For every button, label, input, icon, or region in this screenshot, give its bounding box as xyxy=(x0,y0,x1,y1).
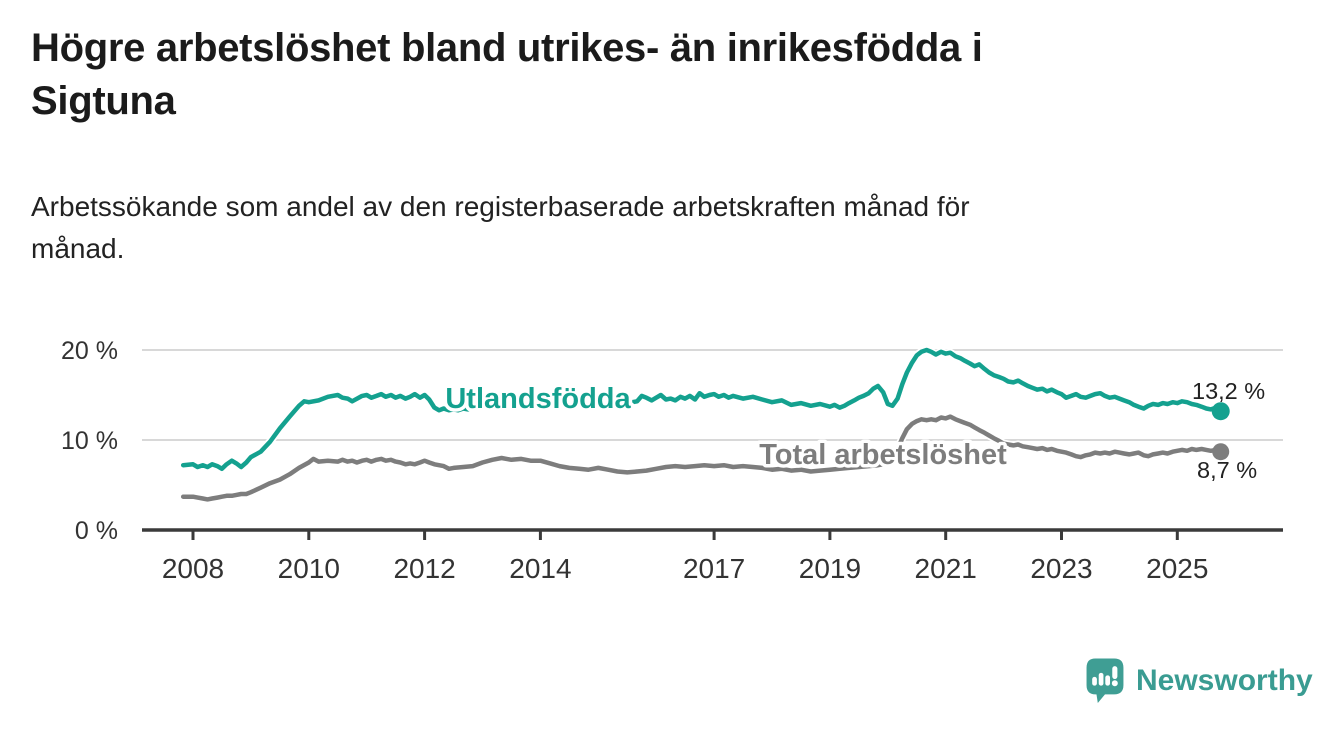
y-tick-label-20pct: 20 % xyxy=(61,337,118,365)
x-tick-label-2014: 2014 xyxy=(509,553,571,584)
page-subtitle: Arbetssökande som andel av den registerb… xyxy=(31,186,1301,270)
end-value-label-total: 8,7 % xyxy=(1197,457,1257,483)
total-end-dot xyxy=(1212,443,1230,461)
x-tick-label-2012: 2012 xyxy=(393,553,455,584)
x-tick-label-2010: 2010 xyxy=(278,553,340,584)
y-tick-label-10pct: 10 % xyxy=(61,427,118,455)
exclamation-bar xyxy=(1112,666,1118,679)
end-value-label-utlandsfodda: 13,2 % xyxy=(1192,378,1265,404)
x-tick-label-2025: 2025 xyxy=(1146,553,1208,584)
utlandsfodda-end-dot xyxy=(1211,402,1230,421)
x-tick-label-2023: 2023 xyxy=(1030,553,1092,584)
page-subtitle-line2: månad. xyxy=(31,233,125,264)
page-title-line2: Sigtuna xyxy=(31,79,176,123)
page-subtitle-line1: Arbetssökande som andel av den registerb… xyxy=(31,191,970,222)
bar-small xyxy=(1092,676,1097,686)
series-label-total-arbetsloshet: Total arbetslöshet xyxy=(759,439,1007,471)
newsworthy-bar-chart-bubble-icon xyxy=(1086,658,1124,704)
y-tick-label-0pct: 0 % xyxy=(75,517,118,545)
series-total-arbetsloshet-halo xyxy=(179,412,1225,504)
x-tick-label-2017: 2017 xyxy=(683,553,745,584)
newsworthy-logo: Newsworthy xyxy=(1085,657,1313,704)
series-label-utlandsfodda: Utlandsfödda xyxy=(445,383,631,415)
unemployment-line-chart: 2008 2010 2012 2014 2017 2019 2021 2023 2025 0 % 1… xyxy=(61,337,1283,584)
newsworthy-wordmark: Newsworthy xyxy=(1136,663,1313,697)
page-title: Högre arbetslöshet bland utrikes- än inr… xyxy=(31,22,1301,128)
bar-medium xyxy=(1105,675,1111,686)
exclamation-dot xyxy=(1111,680,1118,687)
series-utlandsfodda-line xyxy=(180,347,1223,472)
x-tick-label-2008: 2008 xyxy=(162,553,224,584)
page-title-line1: Högre arbetslöshet bland utrikes- än inr… xyxy=(31,26,983,70)
bar-tall xyxy=(1098,672,1104,686)
series-total-arbetsloshet-line xyxy=(180,414,1223,502)
x-tick-label-2019: 2019 xyxy=(799,553,861,584)
speech-bubble-shape xyxy=(1086,658,1124,704)
x-tick-label-2021: 2021 xyxy=(915,553,977,584)
